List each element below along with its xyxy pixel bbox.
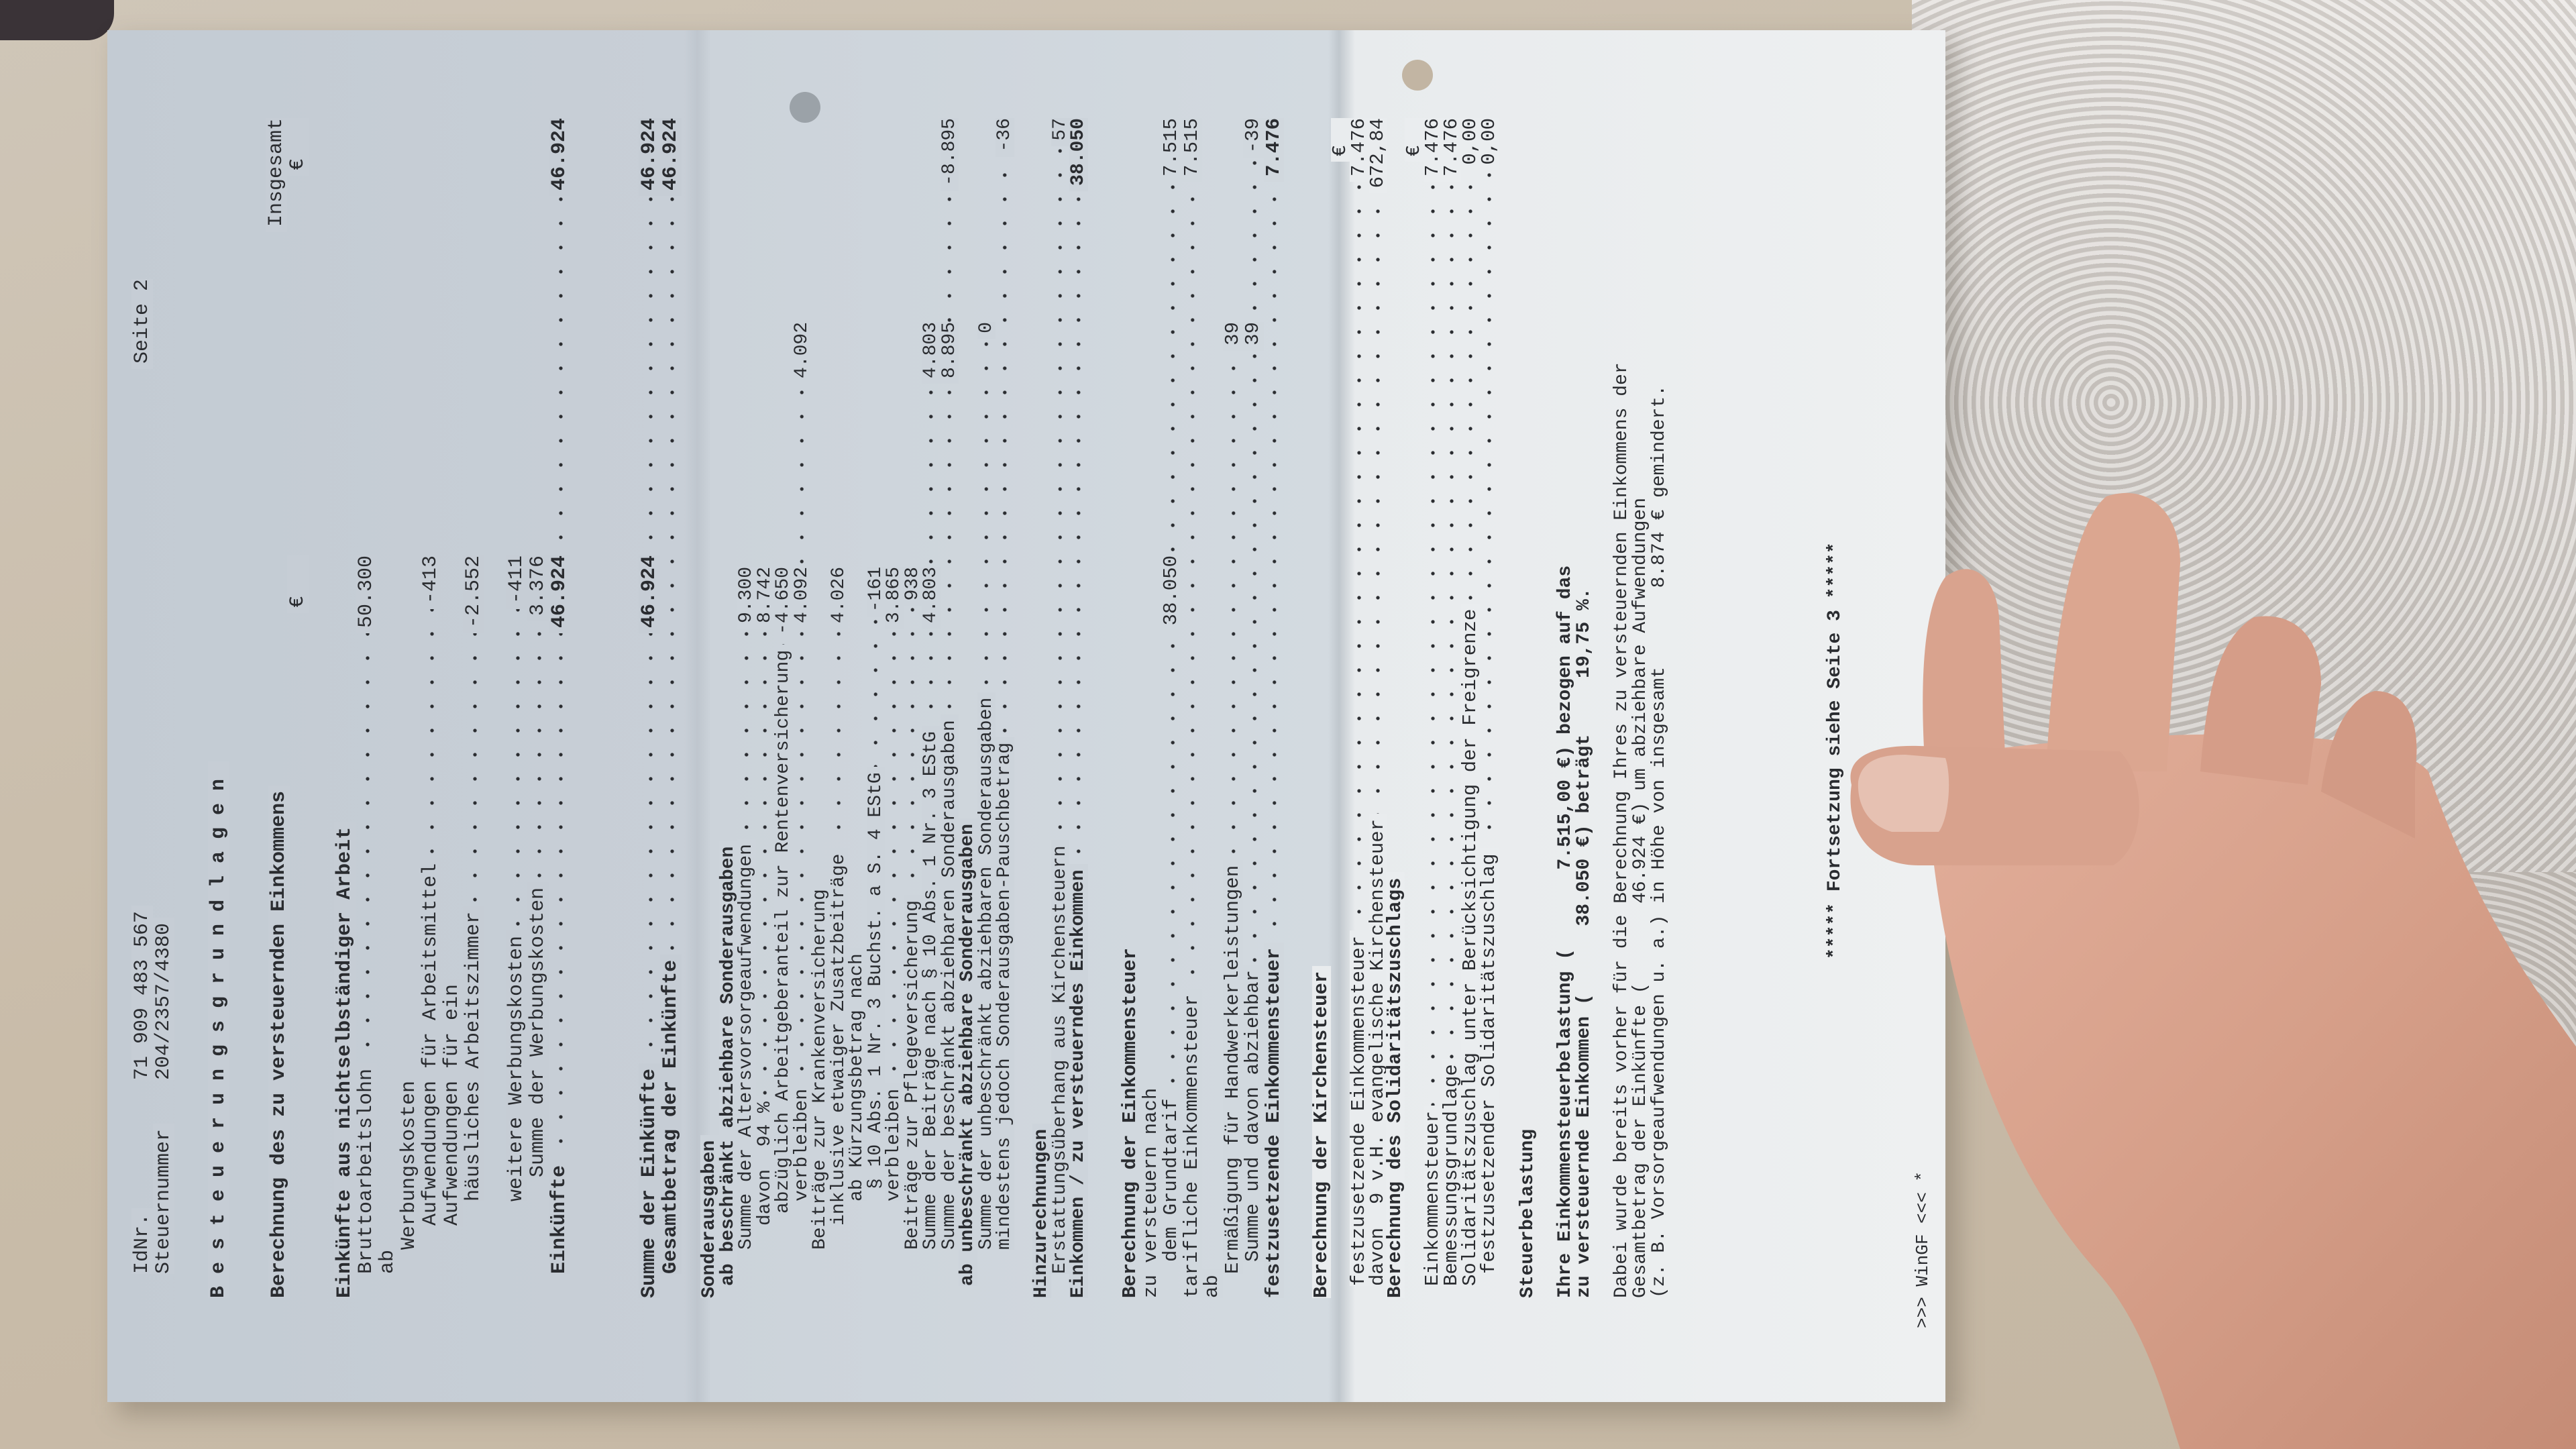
palm	[1925, 734, 2576, 1449]
finger-little	[2321, 691, 2417, 839]
finger-index	[1923, 569, 2006, 771]
thumbnail	[1858, 755, 1949, 832]
finger-ring	[2200, 616, 2321, 785]
finger-middle	[2046, 492, 2180, 771]
background-dark-corner	[0, 0, 114, 40]
